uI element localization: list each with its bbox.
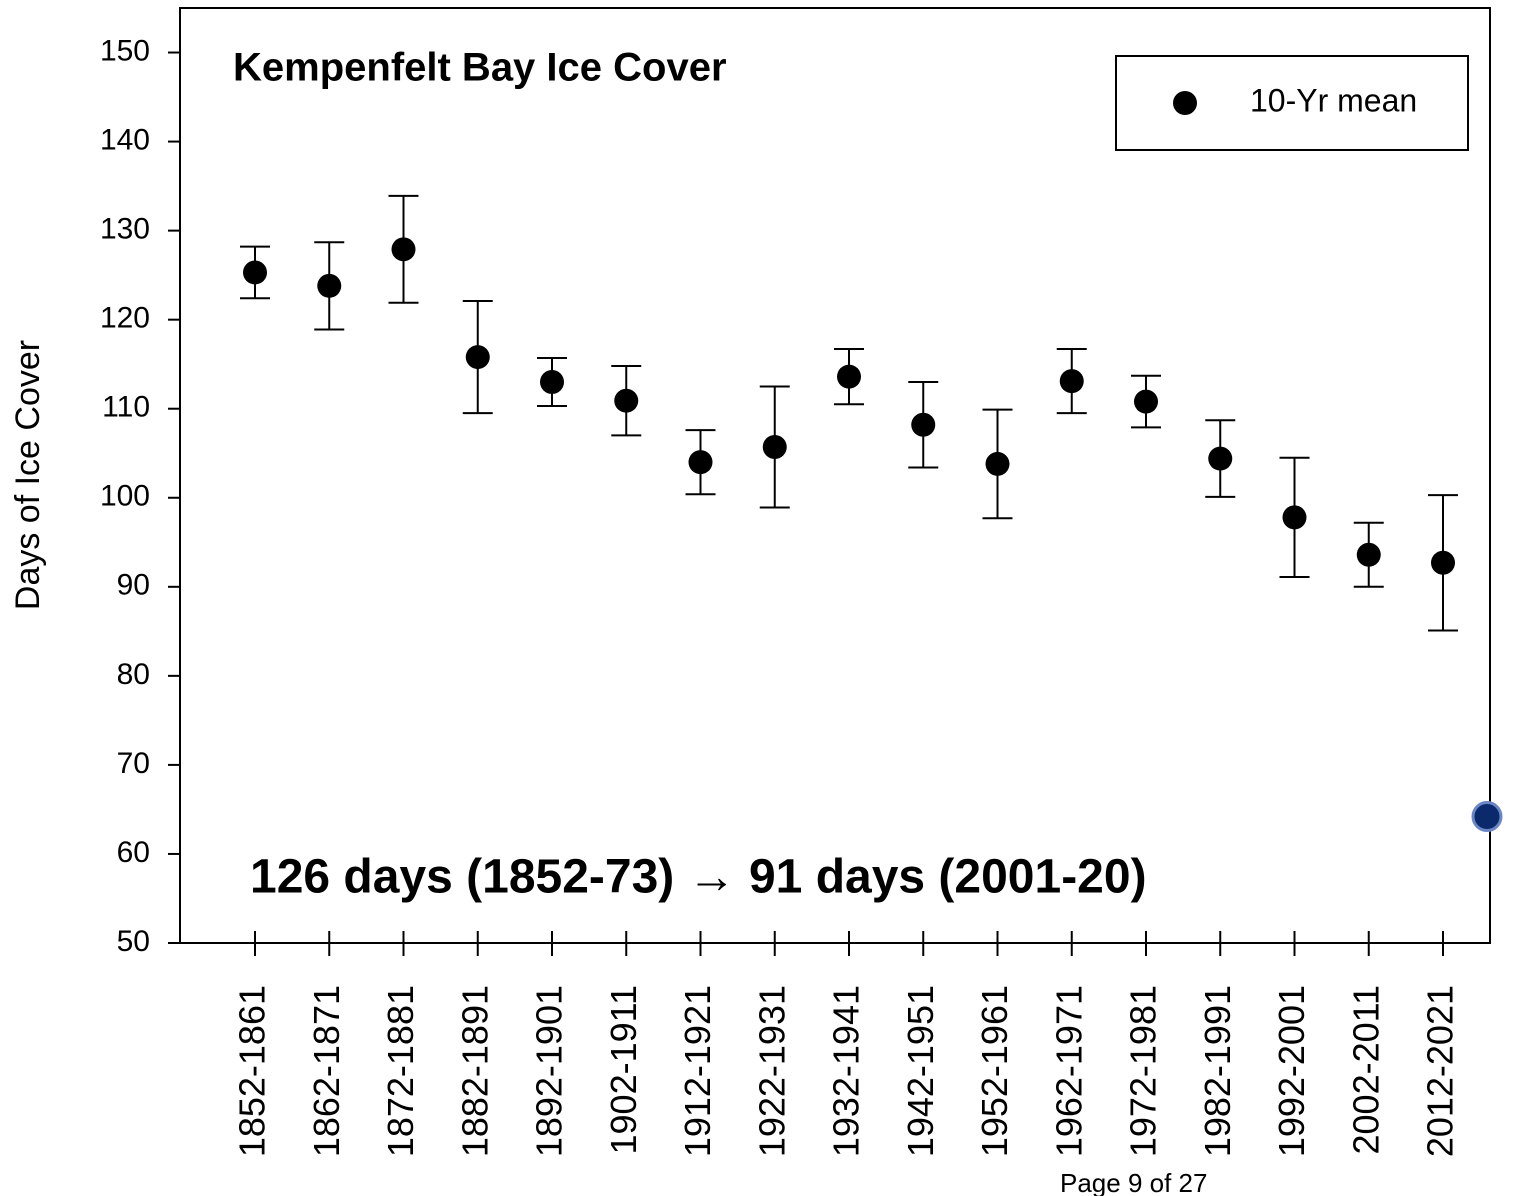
y-tick-label: 140 (100, 123, 150, 156)
x-tick-label: 2012-2021 (1420, 985, 1461, 1157)
data-point (243, 260, 267, 285)
plot-frame (179, 7, 1491, 944)
data-point (688, 450, 713, 475)
data-point (762, 435, 787, 460)
y-axis-label: Days of Ice Cover (9, 340, 47, 610)
y-tick-label: 120 (100, 302, 150, 335)
y-tick-label: 130 (100, 213, 150, 246)
data-point (391, 237, 416, 262)
y-tick-label: 90 (117, 569, 150, 602)
x-tick-label: 1982-1991 (1197, 985, 1238, 1157)
y-tick-label: 70 (117, 747, 150, 780)
x-tick-label: 1852-1861 (232, 985, 273, 1157)
page-footer: Page 9 of 27 (1060, 1168, 1207, 1196)
data-point (911, 412, 936, 437)
annotation: 126 days (1852-73) → 91 days (2001-20) (250, 851, 1147, 904)
data-point (985, 451, 1010, 476)
data-point (540, 370, 564, 394)
y-tick-label: 60 (117, 836, 150, 869)
data-point (465, 345, 490, 370)
data-point (1356, 542, 1381, 567)
x-tick-label: 1972-1981 (1123, 985, 1164, 1157)
x-tick-label: 1922-1931 (751, 985, 792, 1157)
x-tick-label: 1992-2001 (1271, 985, 1312, 1157)
y-tick-label: 80 (117, 658, 150, 691)
x-tick-label: 1912-1921 (677, 985, 718, 1157)
y-tick-label: 150 (100, 34, 150, 67)
x-tick-label: 1862-1871 (306, 985, 347, 1157)
data-point (614, 388, 639, 413)
y-tick-label: 100 (100, 480, 150, 513)
x-tick-label: 1902-1911 (603, 985, 644, 1155)
data-point (1431, 550, 1455, 575)
x-tick-label: 1872-1881 (380, 985, 421, 1157)
x-tick-label: 1932-1941 (826, 985, 867, 1157)
data-point (317, 273, 342, 298)
x-tick-label: 1942-1951 (900, 985, 941, 1157)
x-tick-label: 1882-1891 (454, 985, 495, 1157)
x-tick-label: 1962-1971 (1048, 985, 1089, 1157)
extra-point (1471, 801, 1503, 833)
data-point (1208, 446, 1233, 471)
data-point (1282, 505, 1307, 530)
data-point (1059, 369, 1084, 394)
legend-label: 10-Yr mean (1250, 82, 1417, 118)
legend-marker (1173, 91, 1197, 115)
chart-title: Kempenfelt Bay Ice Cover (233, 46, 727, 90)
x-tick-label: 2002-2011 (1345, 985, 1386, 1155)
y-tick-label: 50 (117, 925, 150, 958)
data-point (1134, 389, 1158, 414)
x-tick-label: 1952-1961 (974, 985, 1015, 1157)
y-tick-label: 110 (102, 391, 150, 424)
data-point (837, 364, 861, 389)
x-tick-label: 1892-1901 (529, 985, 570, 1157)
